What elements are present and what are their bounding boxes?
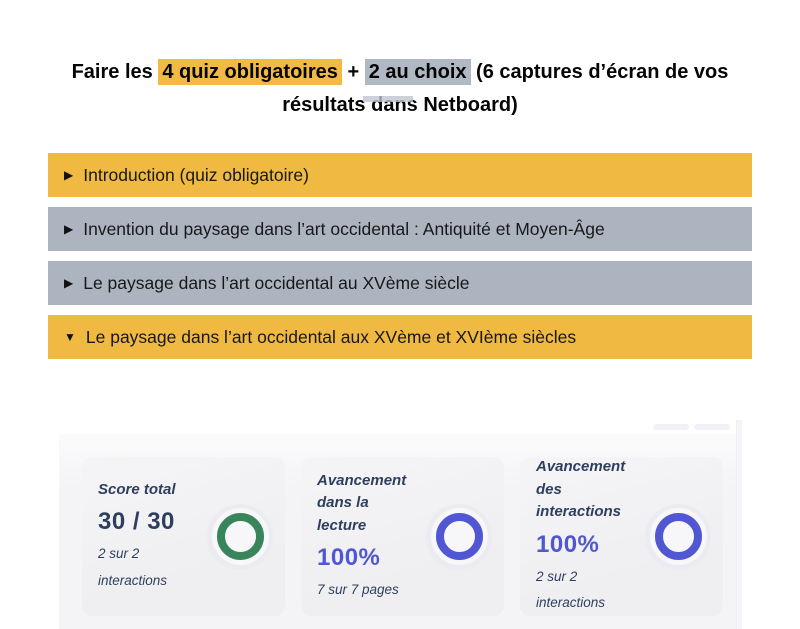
accordion-item-paysage-xveme[interactable]: ▶ Le paysage dans l’art occidental au XV… [48, 261, 752, 305]
card-text-block: Avancement dans la lecture 100% 7 sur 7 … [317, 470, 422, 604]
chevron-right-icon: ▶ [64, 168, 74, 182]
chevron-right-icon: ▶ [64, 222, 74, 236]
card-title: Avancement dans la lecture [317, 471, 407, 534]
chevron-down-icon: ▼ [64, 330, 76, 344]
progress-ring-icon [435, 513, 483, 560]
card-title: Score total [98, 480, 176, 498]
card-subtitle: 2 sur 2 interactions [98, 546, 168, 588]
progress-ring-halo [207, 503, 273, 570]
title-text-1: Faire les [71, 61, 159, 83]
progress-ring-icon [216, 513, 264, 560]
results-panel-header [59, 420, 742, 434]
card-subtitle: 7 sur 7 pages [317, 582, 399, 598]
accordion-item-introduction[interactable]: ▶ Introduction (quiz obligatoire) [48, 153, 752, 197]
card-value: 100% [317, 544, 381, 572]
card-interactions-progress: Avancement des interactions 100% 2 sur 2… [520, 457, 723, 616]
accordion-item-label: Le paysage dans l’art occidental au XVèm… [83, 272, 470, 293]
score-cards-row: Score total 30 / 30 2 sur 2 interactions… [82, 457, 742, 616]
skeleton-pill [653, 424, 689, 430]
scrollbar-track[interactable] [736, 420, 742, 629]
accordion: ▶ Introduction (quiz obligatoire) ▶ Inve… [48, 153, 752, 359]
card-title: Avancement des interactions [536, 458, 626, 521]
results-panel: Score total 30 / 30 2 sur 2 interactions… [59, 420, 742, 629]
title-text-3: (6 captures d’écran de vos résultats dan… [282, 61, 729, 116]
progress-ring-icon [654, 513, 702, 560]
progress-ring-halo [426, 503, 492, 570]
title-highlight-optional-quiz: 2 au choix [364, 59, 471, 85]
card-text-block: Score total 30 / 30 2 sur 2 interactions [98, 479, 203, 594]
accordion-item-label: Le paysage dans l’art occidental aux XVè… [85, 326, 577, 347]
skeleton-pill [694, 424, 730, 430]
card-value: 30 / 30 [98, 508, 175, 536]
highlight-artifact [363, 96, 413, 102]
accordion-item-label: Introduction (quiz obligatoire) [83, 164, 309, 185]
accordion-item-paysage-xveme-xvieme[interactable]: ▼ Le paysage dans l’art occidental aux X… [48, 315, 752, 359]
progress-ring-halo [645, 503, 711, 570]
chevron-right-icon: ▶ [64, 276, 74, 290]
accordion-item-invention-paysage[interactable]: ▶ Invention du paysage dans l’art occide… [48, 207, 752, 251]
card-value: 100% [536, 530, 600, 558]
title-highlight-mandatory-quiz: 4 quiz obligatoires [158, 59, 342, 85]
accordion-item-label: Invention du paysage dans l’art occident… [83, 218, 605, 239]
card-text-block: Avancement des interactions 100% 2 sur 2… [536, 456, 641, 616]
card-reading-progress: Avancement dans la lecture 100% 7 sur 7 … [301, 457, 504, 616]
page-title: Faire les 4 quiz obligatoires + 2 au cho… [70, 56, 730, 122]
card-score-total: Score total 30 / 30 2 sur 2 interactions [82, 457, 285, 616]
card-subtitle: 2 sur 2 interactions [536, 568, 606, 611]
title-text-2: + [341, 61, 365, 83]
results-panel-content: Score total 30 / 30 2 sur 2 interactions… [59, 434, 742, 629]
